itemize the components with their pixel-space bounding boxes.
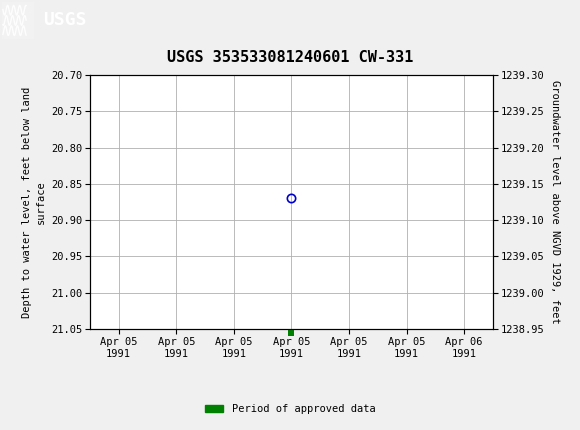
Text: USGS: USGS	[44, 12, 87, 29]
Bar	[2, 2, 34, 39]
Text: USGS 353533081240601 CW-331: USGS 353533081240601 CW-331	[167, 49, 413, 64]
Y-axis label: Groundwater level above NGVD 1929, feet: Groundwater level above NGVD 1929, feet	[550, 80, 560, 324]
Legend: Period of approved data: Period of approved data	[201, 400, 379, 418]
Y-axis label: Depth to water level, feet below land
surface: Depth to water level, feet below land su…	[22, 86, 45, 318]
